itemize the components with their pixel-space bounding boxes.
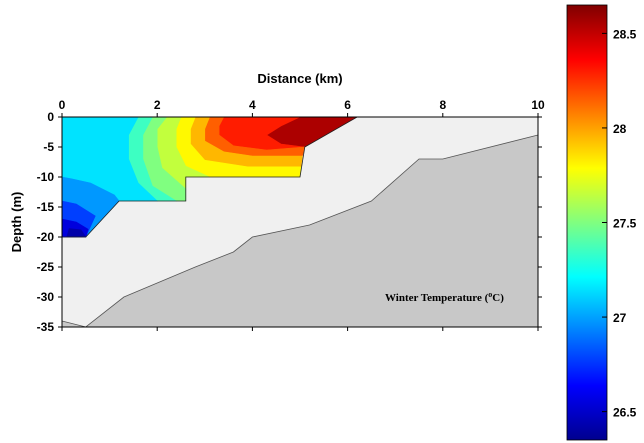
y-tick-label: -35 <box>37 320 55 334</box>
y-tick-label: -30 <box>37 290 55 304</box>
chart-annotation: Winter Temperature (oC) <box>385 290 504 304</box>
colorbar-tick-label: 28 <box>613 122 627 136</box>
plot-area <box>61 116 539 328</box>
y-tick-label: -20 <box>37 230 55 244</box>
colorbar-tick-label: 27.5 <box>613 217 637 231</box>
y-tick-label: -10 <box>37 170 55 184</box>
colorbar-tick-label: 28.5 <box>613 27 637 41</box>
x-tick-label: 4 <box>249 98 256 112</box>
x-axis-label: Distance (km) <box>257 71 342 86</box>
colorbar-ticks: 26.5 27 27.5 28 28.5 <box>602 27 637 420</box>
colorbar: 26.5 27 27.5 28 28.5 <box>566 4 637 441</box>
x-axis-ticks: 0 2 4 6 8 10 <box>59 98 545 331</box>
plot-frame <box>61 116 539 328</box>
y-axis-label: Depth (m) <box>9 192 24 253</box>
x-tick-label: 10 <box>531 98 545 112</box>
x-tick-label: 8 <box>439 98 446 112</box>
x-tick-label: 6 <box>344 98 351 112</box>
x-tick-label: 0 <box>59 98 66 112</box>
y-tick-label: -25 <box>37 260 55 274</box>
data-region-outline <box>62 116 358 238</box>
y-axis-ticks: 0 -5 -10 -15 -20 -25 -30 -35 <box>37 110 542 334</box>
annotation-superscript: o <box>488 290 492 299</box>
y-tick-label: -15 <box>37 200 55 214</box>
colorbar-scale <box>566 4 608 441</box>
annotation-text-start: Winter Temperature ( <box>385 292 489 304</box>
y-tick-label: -5 <box>43 140 54 154</box>
annotation-text-end: C) <box>492 292 504 304</box>
y-tick-label: 0 <box>47 110 54 124</box>
x-tick-label: 2 <box>154 98 161 112</box>
colorbar-tick-label: 26.5 <box>613 406 637 420</box>
colorbar-tick-label: 27 <box>613 311 627 325</box>
